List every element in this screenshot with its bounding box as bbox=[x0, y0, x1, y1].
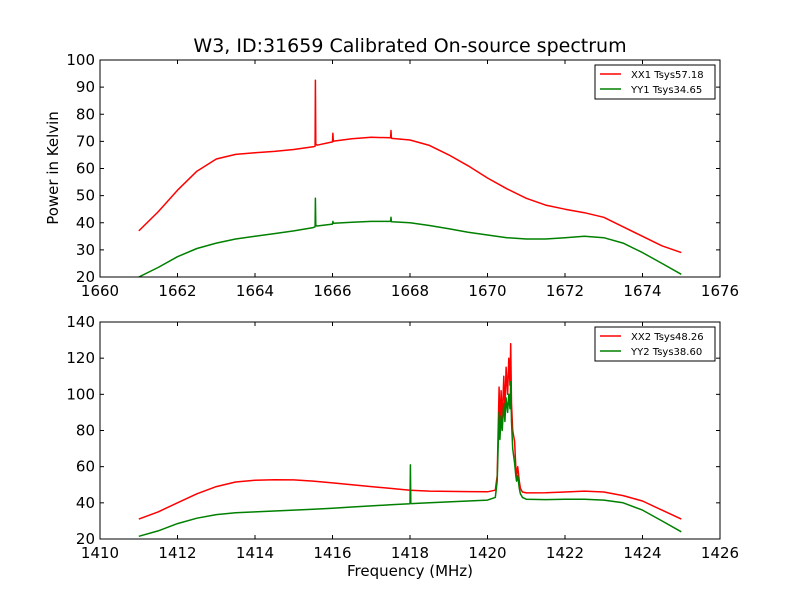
x-tick-label: 1420 bbox=[468, 544, 506, 562]
x-tick-label: 1664 bbox=[236, 282, 274, 300]
legend-box bbox=[594, 326, 716, 362]
series-line-2 bbox=[138, 197, 682, 277]
x-axis-label: Frequency (MHz) bbox=[347, 562, 473, 580]
y-tick-label: 80 bbox=[76, 105, 95, 123]
y-tick-label: 100 bbox=[66, 385, 95, 403]
x-tick-label: 1668 bbox=[391, 282, 429, 300]
top-panel: 1660 1662 1664 1666 1668 1670 1672 1674 1676 20 30… bbox=[66, 51, 739, 300]
y-tick-label: 60 bbox=[76, 160, 95, 178]
y-tick-label: 60 bbox=[76, 458, 95, 476]
x-tick-label: 1410 bbox=[81, 544, 119, 562]
y-tick-label: 50 bbox=[76, 187, 95, 205]
legend-label-1: XX1 Tsys57.18 bbox=[631, 70, 704, 81]
legend-label-2: YY2 Tsys38.60 bbox=[630, 347, 702, 358]
series-line-1 bbox=[138, 79, 682, 254]
x-tick-label: 1660 bbox=[81, 282, 119, 300]
x-tick-label: 1422 bbox=[546, 544, 584, 562]
y-tick-label: 90 bbox=[76, 78, 95, 96]
y-tick-label: 20 bbox=[76, 530, 95, 548]
y-tick-label: 40 bbox=[76, 494, 95, 512]
series-line-2 bbox=[138, 380, 682, 538]
legend: XX2 Tsys48.26 YY2 Tsys38.60 bbox=[594, 326, 716, 362]
x-tick-label: 1414 bbox=[236, 544, 274, 562]
y-axis-label: Power in Kelvin bbox=[44, 111, 62, 225]
legend-label-2: YY1 Tsys34.65 bbox=[630, 85, 702, 96]
y-tick-label: 100 bbox=[66, 51, 95, 69]
x-tick-label: 1672 bbox=[546, 282, 584, 300]
y-tick-label: 80 bbox=[76, 422, 95, 440]
chart-title: W3, ID:31659 Calibrated On-source spectr… bbox=[193, 35, 626, 57]
x-tick-label: 1676 bbox=[701, 282, 739, 300]
x-tick-label: 1416 bbox=[313, 544, 351, 562]
y-tick-label: 140 bbox=[66, 313, 95, 331]
x-tick-label: 1412 bbox=[158, 544, 196, 562]
x-tick-label: 1662 bbox=[158, 282, 196, 300]
bottom-panel: 1410 1412 1414 1416 1418 1420 1422 1424 1426 20 40… bbox=[66, 313, 739, 562]
y-tick-label: 120 bbox=[66, 349, 95, 367]
x-tick-label: 1418 bbox=[391, 544, 429, 562]
y-tick-label: 30 bbox=[76, 241, 95, 259]
y-tick-label: 40 bbox=[76, 214, 95, 232]
series-line-1 bbox=[138, 342, 682, 520]
legend: XX1 Tsys57.18 YY1 Tsys34.65 bbox=[594, 64, 716, 100]
legend-box bbox=[594, 64, 716, 100]
x-tick-label: 1424 bbox=[623, 544, 661, 562]
y-tick-label: 20 bbox=[76, 268, 95, 286]
y-tick-label: 70 bbox=[76, 132, 95, 150]
x-tick-label: 1426 bbox=[701, 544, 739, 562]
legend-label-1: XX2 Tsys48.26 bbox=[631, 332, 704, 343]
x-tick-label: 1666 bbox=[313, 282, 351, 300]
x-tick-label: 1670 bbox=[468, 282, 506, 300]
x-tick-label: 1674 bbox=[623, 282, 661, 300]
